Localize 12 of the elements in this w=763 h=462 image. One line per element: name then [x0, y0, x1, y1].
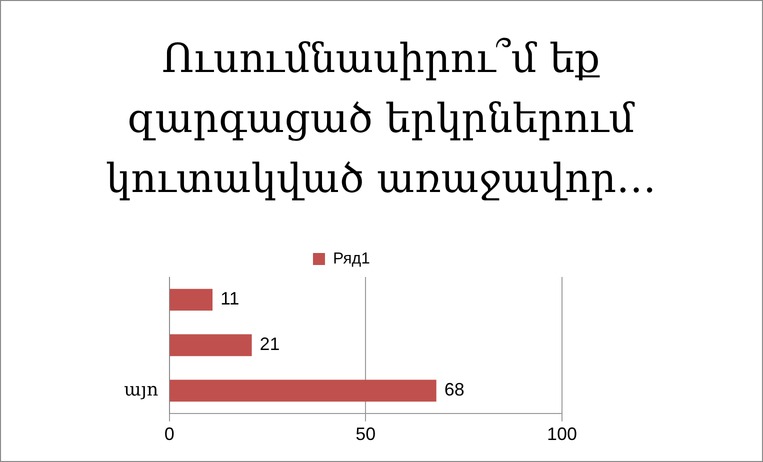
- x-tick-label: 0: [164, 424, 174, 444]
- x-tick-label: 50: [356, 424, 376, 444]
- bar: [170, 380, 436, 402]
- chart-title: Ուսումնասիրու՞մ եք զարգացած երկրներում կուտակված առաջավոր…: [104, 35, 658, 204]
- bar: [170, 288, 213, 311]
- data-label: 11: [220, 288, 240, 309]
- data-label: 21: [260, 334, 280, 354]
- y-tick-label: այո: [124, 379, 159, 400]
- data-label: 68: [444, 380, 464, 400]
- bar: [170, 334, 252, 356]
- x-tick-label: 100: [546, 424, 578, 444]
- legend-label: Ряд1: [332, 250, 370, 268]
